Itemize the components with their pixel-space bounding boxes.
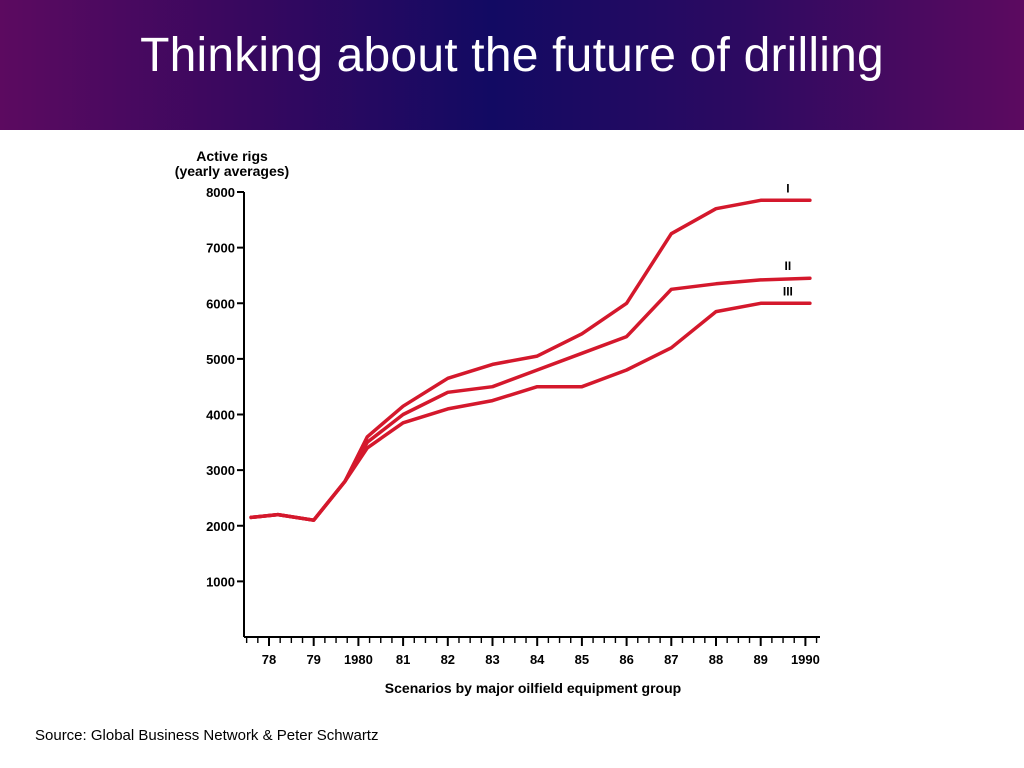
series-line-2 — [249, 276, 812, 522]
series-lines — [249, 198, 812, 522]
x-tick-label: 84 — [530, 652, 545, 667]
chart-area: Active rigs (yearly averages) Scenarios … — [140, 135, 840, 705]
slide-title: Thinking about the future of drilling — [140, 29, 884, 82]
x-tick-label: 78 — [262, 652, 276, 667]
x-tick-label: 81 — [396, 652, 410, 667]
x-tick-label: 1980 — [344, 652, 373, 667]
ticks: 1000 2000 3000 4000 5000 6000 7000 8000 78 79 1980… — [206, 185, 820, 667]
series-label-1: I — [786, 181, 789, 195]
y-tick-label: 3000 — [206, 463, 235, 478]
y-tick-label: 5000 — [206, 352, 235, 367]
x-tick-label: 79 — [306, 652, 320, 667]
line-chart: Active rigs (yearly averages) Scenarios … — [175, 148, 820, 696]
x-tick-label: 82 — [441, 652, 455, 667]
y-tick-label: 6000 — [206, 296, 235, 311]
y-tick-label: 1000 — [206, 574, 235, 589]
x-axis-label: Scenarios by major oilfield equipment gr… — [385, 680, 681, 696]
y-tick-label: 8000 — [206, 185, 235, 200]
x-tick-label: 83 — [485, 652, 499, 667]
x-tick-label: 88 — [709, 652, 723, 667]
y-tick-label: 7000 — [206, 241, 235, 256]
series-label-2: II — [785, 259, 792, 273]
y-tick-label: 2000 — [206, 519, 235, 534]
x-tick-label: 89 — [753, 652, 767, 667]
series-line-1 — [249, 198, 812, 522]
x-tick-label: 86 — [619, 652, 633, 667]
series-label-3: III — [783, 284, 793, 298]
x-tick-label: 85 — [575, 652, 589, 667]
x-tick-label: 1990 — [791, 652, 820, 667]
y-tick-label: 4000 — [206, 408, 235, 423]
source-note: Source: Global Business Network & Peter … — [35, 727, 379, 744]
y-axis-label-line2: (yearly averages) — [175, 163, 289, 179]
x-tick-label: 87 — [664, 652, 678, 667]
y-axis-label-line1: Active rigs — [196, 148, 268, 164]
axes — [243, 192, 820, 638]
series-line-3 — [249, 301, 812, 522]
title-bar: Thinking about the future of drilling — [0, 0, 1024, 130]
